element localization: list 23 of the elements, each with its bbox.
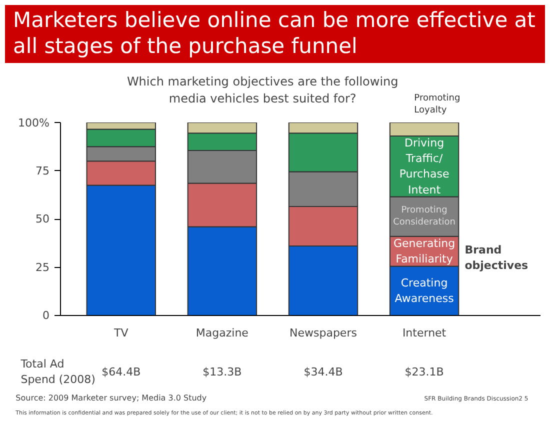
text: $34.4B (304, 365, 343, 378)
series-label: Promoting Consideration (393, 206, 456, 228)
y-tick-label: 50 (36, 212, 50, 226)
text: $23.1B (404, 365, 444, 378)
x-tick-label: Newspapers (290, 326, 358, 340)
series-label: Driving Traffic/ Purchase Intent (399, 136, 450, 196)
y-tick-label: 100% (18, 116, 50, 130)
series-label: Creating Awareness (394, 276, 454, 306)
y-tick-label: 0 (42, 309, 50, 322)
y-tick-label: 75 (36, 164, 50, 178)
series-label: Promoting Loyalty (414, 94, 460, 116)
chart-title: Marketers believe online can be more effective at all stages of the purchase funnel (13, 7, 536, 59)
series-label: Generating Familiarity (393, 237, 456, 266)
text: Total Ad Spend (2008) (20, 357, 96, 386)
y-tick-label: 25 (36, 260, 50, 274)
x-tick-label: TV (113, 326, 129, 340)
text: $13.3B (202, 365, 242, 378)
source-note: Source: 2009 Marketer survey; Media 3.0 Study (16, 394, 207, 403)
x-tick-label: Magazine (196, 326, 249, 340)
chart-subtitle: Which marketing objectives are the following media vehicles best suited for? (126, 74, 398, 106)
x-tick-label: Internet (402, 326, 447, 340)
annotation: Brand objectives (464, 243, 529, 272)
text: $64.4B (102, 365, 141, 378)
